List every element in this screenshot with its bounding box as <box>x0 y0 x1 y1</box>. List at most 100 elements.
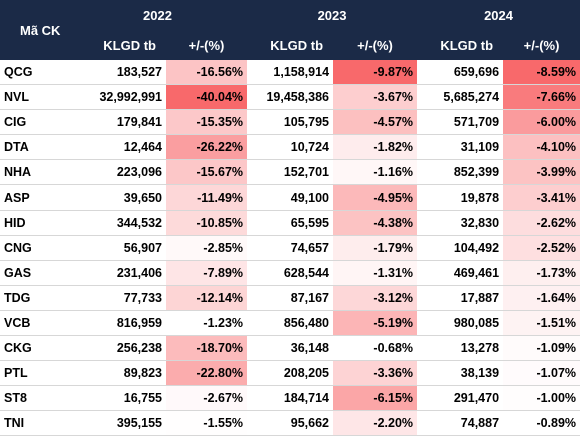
volume-2024-cell: 31,109 <box>417 134 504 161</box>
ticker-cell: TDG <box>0 285 68 311</box>
ticker-column-header: Mã CK <box>0 0 68 60</box>
table-row: NVL 32,992,991 -40.04% 19,458,386 -3.67% 5,68… <box>0 84 580 111</box>
volume-2022-cell: 256,238 <box>68 335 166 362</box>
volume-2023-cell: 1,158,914 <box>247 60 334 86</box>
change-2024-cell: -3.99% <box>503 159 580 186</box>
change-2024-cell: -2.52% <box>503 235 580 261</box>
volume-2022-cell: 39,650 <box>68 184 166 211</box>
change-2023-cell: -9.87% <box>333 60 418 86</box>
volume-2023-cell: 628,544 <box>247 260 334 286</box>
change-2023-cell: -1.31% <box>333 260 418 286</box>
ticker-cell: DTA <box>0 134 68 161</box>
volume-2022-cell: 16,755 <box>68 385 166 412</box>
change-2023-cell: -0.68% <box>333 335 418 362</box>
change-2022-cell: -11.49% <box>166 184 248 211</box>
volume-2023-cell: 105,795 <box>247 109 334 136</box>
volume-2022-cell: 77,733 <box>68 285 166 311</box>
volume-2024-cell: 17,887 <box>417 285 504 311</box>
volume-2023-cell: 10,724 <box>247 134 334 161</box>
change-2022-cell: -2.67% <box>166 385 248 412</box>
volume-2024-cell: 469,461 <box>417 260 504 286</box>
volume-2024-cell: 19,878 <box>417 184 504 211</box>
change-2024-cell: -6.00% <box>503 109 580 136</box>
volume-2024-cell: 659,696 <box>417 60 504 86</box>
change-header-2024: +/-(%) <box>503 30 580 60</box>
volume-2024-cell: 5,685,274 <box>417 84 504 111</box>
volume-2022-cell: 223,096 <box>68 159 166 186</box>
change-header-2023: +/-(%) <box>333 30 418 60</box>
ticker-cell: PTL <box>0 360 68 387</box>
table-row: QCG 183,527 -16.56% 1,158,914 -9.87% 659,696-… <box>0 60 580 86</box>
change-2022-cell: -1.55% <box>166 410 248 437</box>
change-2024-cell: -1.00% <box>503 385 580 412</box>
year-header-2024: 2024 <box>417 0 580 30</box>
change-2022-cell: -12.14% <box>166 285 248 311</box>
table-row: CNG 56,907 -2.85% 74,657 -1.79% 104,492 -2.52% <box>0 235 580 261</box>
volume-2022-cell: 12,464 <box>68 134 166 161</box>
change-2022-cell: -10.85% <box>166 210 248 236</box>
change-2024-cell: -8.59% <box>503 60 580 86</box>
change-header-2022: +/-(%) <box>166 30 248 60</box>
volume-2022-cell: 395,155 <box>68 410 166 437</box>
volume-2022-cell: 32,992,991 <box>68 84 166 111</box>
ticker-cell: QCG <box>0 60 68 86</box>
volume-header-2022: KLGD tb <box>68 30 166 60</box>
change-2022-cell: -1.23% <box>166 310 248 337</box>
table-row: PTL 89,823 -22.80% 208,205 -3.36% 38,139 -1.07… <box>0 360 580 387</box>
ticker-cell: CNG <box>0 235 68 261</box>
change-2022-cell: -7.89% <box>166 260 248 286</box>
volume-2023-cell: 208,205 <box>247 360 334 387</box>
ticker-cell: CIG <box>0 109 68 136</box>
volume-2024-cell: 291,470 <box>417 385 504 412</box>
change-2024-cell: -0.89% <box>503 410 580 437</box>
volume-2023-cell: 184,714 <box>247 385 334 412</box>
volume-2023-cell: 19,458,386 <box>247 84 334 111</box>
volume-header-2024: KLGD tb <box>417 30 504 60</box>
change-2024-cell: -7.66% <box>503 84 580 111</box>
ticker-cell: NVL <box>0 84 68 111</box>
ticker-cell: NHA <box>0 159 68 186</box>
table-row: TDG 77,733 -12.14% 87,167 -3.12% 17,887 -1.64% <box>0 285 580 311</box>
change-2023-cell: -1.82% <box>333 134 418 161</box>
table-row: ST8 16,755 -2.67% 184,714 -6.15% 291,470 -1.00… <box>0 385 580 412</box>
change-2023-cell: -2.20% <box>333 410 418 437</box>
volume-2023-cell: 856,480 <box>247 310 334 337</box>
change-2022-cell: -26.22% <box>166 134 248 161</box>
volume-2023-cell: 49,100 <box>247 184 334 211</box>
table-row: GAS 231,406 -7.89% 628,544 -1.31% 469,461 -1.7… <box>0 260 580 286</box>
change-2023-cell: -4.95% <box>333 184 418 211</box>
volume-2022-cell: 179,841 <box>68 109 166 136</box>
volume-2024-cell: 104,492 <box>417 235 504 261</box>
change-2024-cell: -1.73% <box>503 260 580 286</box>
volume-2024-cell: 571,709 <box>417 109 504 136</box>
table-header: Mã CK 2022 2023 2024 KLGD tb +/-(%) KLGD… <box>0 0 580 60</box>
volume-2024-cell: 852,399 <box>417 159 504 186</box>
volume-2024-cell: 13,278 <box>417 335 504 362</box>
ticker-cell: TNI <box>0 410 68 437</box>
volume-2022-cell: 344,532 <box>68 210 166 236</box>
volume-2023-cell: 87,167 <box>247 285 334 311</box>
change-2022-cell: -15.67% <box>166 159 248 186</box>
year-header-2022: 2022 <box>68 0 248 30</box>
volume-2022-cell: 183,527 <box>68 60 166 86</box>
volume-header-2023: KLGD tb <box>247 30 334 60</box>
table-row: TNI 395,155 -1.55% 95,662 -2.20% 74,887 -0.89% <box>0 410 580 437</box>
ticker-cell: GAS <box>0 260 68 286</box>
change-2023-cell: -3.12% <box>333 285 418 311</box>
ticker-cell: ASP <box>0 184 68 211</box>
change-2024-cell: -1.51% <box>503 310 580 337</box>
volume-2022-cell: 231,406 <box>68 260 166 286</box>
volume-2023-cell: 36,148 <box>247 335 334 362</box>
year-header-2023: 2023 <box>247 0 418 30</box>
change-2024-cell: -1.07% <box>503 360 580 387</box>
change-2023-cell: -5.19% <box>333 310 418 337</box>
change-2023-cell: -4.38% <box>333 210 418 236</box>
volume-2023-cell: 65,595 <box>247 210 334 236</box>
volume-2024-cell: 74,887 <box>417 410 504 437</box>
change-2023-cell: -3.36% <box>333 360 418 387</box>
change-2024-cell: -3.41% <box>503 184 580 211</box>
table-row: CKG 256,238 -18.70% 36,148 -0.68% 13,278 -1.09… <box>0 335 580 362</box>
ticker-cell: VCB <box>0 310 68 337</box>
table-row: HID 344,532 -10.85% 65,595 -4.38% 32,830 -2.62… <box>0 210 580 236</box>
